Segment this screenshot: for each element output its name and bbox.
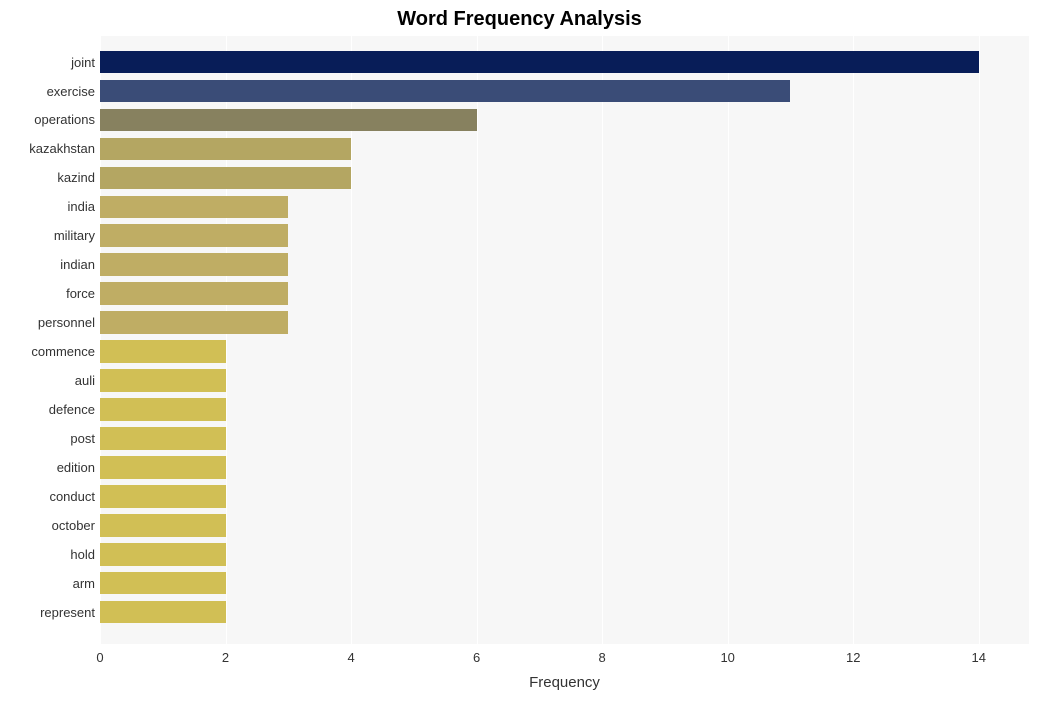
y-tick-label: auli <box>3 373 95 388</box>
x-tick-label: 8 <box>599 650 606 665</box>
plot-area <box>100 36 1029 644</box>
x-tick-label: 12 <box>846 650 860 665</box>
y-tick-label: edition <box>3 460 95 475</box>
x-tick-label: 0 <box>96 650 103 665</box>
x-tick-label: 10 <box>720 650 734 665</box>
y-tick-label: conduct <box>3 489 95 504</box>
chart-title: Word Frequency Analysis <box>0 8 1039 31</box>
bar <box>100 80 790 103</box>
grid-line <box>979 36 980 644</box>
y-tick-label: indian <box>3 257 95 272</box>
bar <box>100 369 226 392</box>
bar <box>100 224 288 247</box>
y-tick-label: exercise <box>3 84 95 99</box>
y-tick-label: represent <box>3 605 95 620</box>
bar <box>100 51 979 74</box>
y-tick-label: post <box>3 431 95 446</box>
x-tick-label: 2 <box>222 650 229 665</box>
bar <box>100 601 226 624</box>
grid-line <box>853 36 854 644</box>
bar <box>100 485 226 508</box>
y-tick-label: defence <box>3 402 95 417</box>
bar <box>100 196 288 219</box>
bar <box>100 543 226 566</box>
grid-line <box>477 36 478 644</box>
bar <box>100 253 288 276</box>
y-tick-label: arm <box>3 576 95 591</box>
y-tick-label: kazind <box>3 170 95 185</box>
grid-line <box>728 36 729 644</box>
x-tick-label: 6 <box>473 650 480 665</box>
y-tick-label: operations <box>3 112 95 127</box>
bar <box>100 282 288 305</box>
y-tick-label: personnel <box>3 315 95 330</box>
y-tick-label: commence <box>3 344 95 359</box>
bar <box>100 514 226 537</box>
bar <box>100 138 351 161</box>
bar <box>100 572 226 595</box>
y-tick-label: joint <box>3 55 95 70</box>
bar <box>100 340 226 363</box>
y-tick-label: india <box>3 199 95 214</box>
grid-line <box>602 36 603 644</box>
y-tick-label: kazakhstan <box>3 141 95 156</box>
y-tick-label: october <box>3 518 95 533</box>
x-tick-label: 14 <box>972 650 986 665</box>
x-tick-label: 4 <box>347 650 354 665</box>
x-axis-label: Frequency <box>100 674 1029 691</box>
bar <box>100 167 351 190</box>
bar <box>100 109 477 132</box>
y-tick-label: force <box>3 286 95 301</box>
bar <box>100 427 226 450</box>
y-tick-label: hold <box>3 547 95 562</box>
bar <box>100 398 226 421</box>
chart-container: Word Frequency Analysis Frequency 0 2 4 6 8 1… <box>0 0 1039 701</box>
y-tick-label: military <box>3 228 95 243</box>
bar <box>100 456 226 479</box>
bar <box>100 311 288 334</box>
